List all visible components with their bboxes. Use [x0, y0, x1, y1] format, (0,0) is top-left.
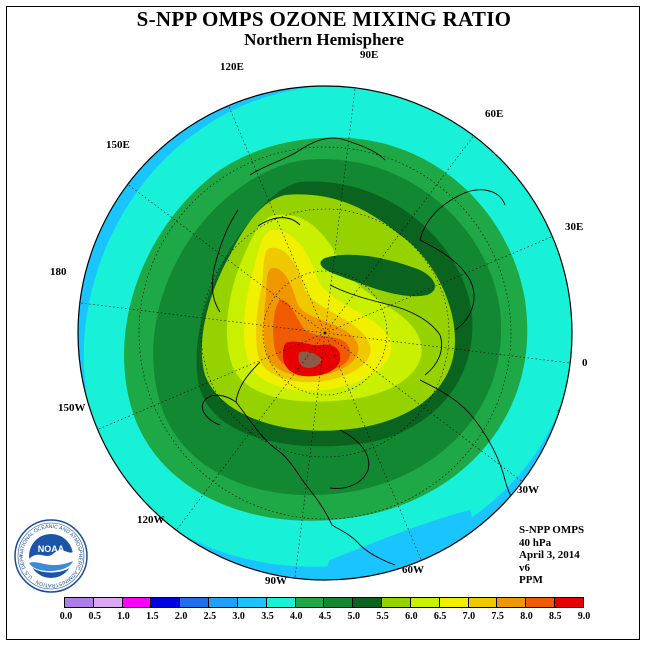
longitude-label: 90W: [265, 575, 287, 587]
colorbar-tick-label: 4.5: [318, 611, 332, 622]
meridian-line: [79, 302, 326, 334]
colorbar: [64, 597, 584, 608]
colorbar-swatch: [555, 598, 583, 607]
colorbar-tick-label: 9.0: [577, 611, 591, 622]
colorbar-tick-label: 1.5: [146, 611, 159, 622]
colorbar-swatch: [439, 598, 469, 607]
meridian-line: [324, 332, 571, 364]
longitude-label: 150E: [106, 139, 130, 151]
longitude-label: 120W: [137, 514, 165, 526]
colorbar-tick-label: 7.0: [462, 611, 476, 622]
colorbar-tick-label: 7.5: [491, 611, 504, 622]
info-version: v6: [519, 561, 530, 574]
map-boundary: [77, 85, 573, 581]
noaa-logo-text: NOAA: [38, 544, 65, 554]
longitude-label: 60W: [402, 564, 424, 576]
colorbar-swatch: [324, 598, 354, 607]
meridian-line: [127, 184, 326, 334]
coastlines: [201, 137, 567, 566]
map-subtitle: Northern Hemisphere: [244, 30, 404, 49]
meridian-line: [176, 332, 326, 531]
colorbar-tick-label: 0.0: [59, 611, 73, 622]
graticule: [138, 146, 512, 520]
colorbar-swatch: [122, 598, 152, 607]
colorbar-tick-label: 2.5: [203, 611, 217, 622]
info-instrument: S-NPP OMPS: [519, 524, 585, 536]
meridian-lines: [79, 87, 571, 579]
colorbar-tick-label: 0.5: [88, 611, 102, 622]
colorbar-tick-label: 2.0: [174, 611, 188, 622]
colorbar-tick-label: 8.5: [548, 611, 562, 622]
info-level: 40 hPa: [519, 536, 552, 549]
meridian-line: [324, 236, 553, 334]
colorbar-tick-label: 5.5: [376, 611, 389, 622]
longitude-label: 0: [582, 357, 588, 369]
colorbar-swatch: [410, 598, 440, 607]
meridian-line: [294, 332, 326, 579]
meridian-line: [324, 87, 356, 334]
colorbar-swatch: [180, 598, 210, 607]
colorbar-tick-label: 6.5: [433, 611, 447, 622]
longitude-label: 30E: [565, 221, 583, 233]
longitude-label: 180: [50, 266, 67, 278]
colorbar-tick-label: 1.0: [117, 611, 130, 622]
colorbar-tick-label: 3.5: [261, 611, 274, 622]
map-title: S-NPP OMPS OZONE MIXING RATIO: [136, 7, 512, 31]
meridian-line: [228, 105, 326, 334]
longitude-label: 90E: [360, 49, 378, 61]
figure-frame: [6, 6, 640, 640]
colorbar-swatch: [65, 598, 94, 607]
meridian-line: [324, 332, 422, 561]
map-info-block: S-NPP OMPS 40 hPa April 3, 2014 v6 PPM: [519, 524, 584, 587]
meridian-line: [324, 332, 523, 482]
ozone-contour-field: [78, 86, 572, 580]
colorbar-swatch: [209, 598, 238, 607]
colorbar-tick-label: 4.0: [289, 611, 303, 622]
colorbar-swatch: [237, 598, 267, 607]
longitude-label: 150W: [58, 402, 86, 414]
meridian-line: [97, 332, 326, 430]
colorbar-tick-label: 8.0: [520, 611, 533, 622]
colorbar-swatch: [382, 598, 411, 607]
colorbar-swatch: [526, 598, 556, 607]
longitude-label: 120E: [220, 61, 244, 73]
longitude-labels: 90E 60E 30E 0 30W 60W 90W 120W 150W 180 150E 120E: [50, 49, 588, 587]
colorbar-swatch: [497, 598, 527, 607]
colorbar-tick-label: 6.0: [405, 611, 418, 622]
colorbar-swatch: [93, 598, 123, 607]
colorbar-ticks: 0.0 0.5 1.0 1.5 2.0 2.5 3.0 3.5 4.0 4.5 5.0 5.5 6.0 6…: [0, 611, 648, 625]
longitude-label: 30W: [517, 484, 539, 496]
longitude-label: 60E: [485, 108, 503, 120]
colorbar-swatch: [353, 598, 383, 607]
colorbar-swatch: [151, 598, 181, 607]
meridian-line: [324, 135, 474, 334]
info-units: PPM: [519, 574, 543, 586]
colorbar-swatch: [468, 598, 498, 607]
colorbar-tick-label: 5.0: [347, 611, 361, 622]
colorbar-swatch: [266, 598, 296, 607]
colorbar-swatch: [295, 598, 325, 607]
noaa-logo: NATIONAL OCEANIC AND ATMOSPHERIC ADMINIS…: [14, 519, 88, 593]
colorbar-tick-label: 3.0: [232, 611, 245, 622]
info-date: April 3, 2014: [519, 549, 580, 561]
